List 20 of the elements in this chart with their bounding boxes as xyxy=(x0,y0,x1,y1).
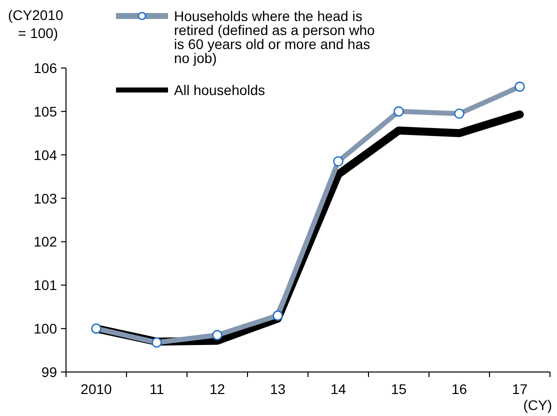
y-tick-label: 101 xyxy=(34,277,58,294)
y-tick-label: 100 xyxy=(34,320,58,337)
x-tick-label: 17 xyxy=(512,381,528,397)
y-axis-title: (CY2010 = 100) xyxy=(8,7,64,41)
x-tick-label: 12 xyxy=(209,381,226,397)
y-tick-label: 106 xyxy=(34,60,58,76)
x-tick-label: 11 xyxy=(149,381,164,397)
y-tick-label: 105 xyxy=(34,103,58,120)
legend-label: All households xyxy=(174,82,266,98)
x-tick-label: 15 xyxy=(390,381,407,397)
x-axis-title: (CY) xyxy=(523,397,552,413)
x-tick-label: 2010 xyxy=(80,381,112,397)
x-tick-label: 13 xyxy=(270,381,286,397)
y-tick-label: 102 xyxy=(34,234,58,250)
x-tick-label: 16 xyxy=(451,381,468,397)
y-tick-label: 104 xyxy=(34,146,58,163)
y-tick-label: 103 xyxy=(34,190,58,206)
y-tick-label: 99 xyxy=(41,364,58,380)
legend-label: Households where the head is retired (defined as a person who is 60 years old or more and has no job) xyxy=(174,8,375,66)
x-tick-label: 14 xyxy=(330,381,346,397)
